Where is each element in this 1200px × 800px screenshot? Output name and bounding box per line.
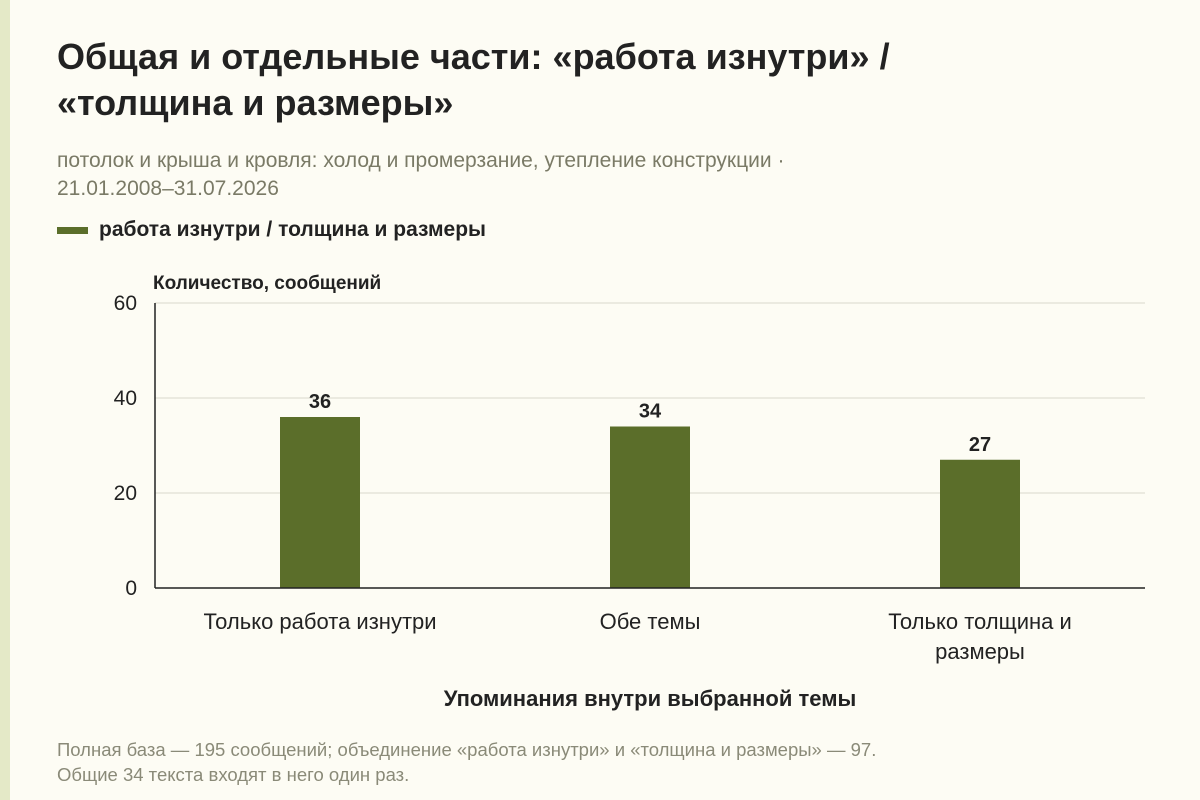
footnote-line-2: Общие 34 текста входят в него один раз. xyxy=(57,764,410,785)
bar-value-label: 27 xyxy=(969,434,991,456)
chart-subtitle-line-2: 21.01.2008–31.07.2026 xyxy=(57,177,279,200)
bar-value-label: 34 xyxy=(639,401,662,423)
chart-title: Общая и отдельные части: «работа изнутри… xyxy=(57,34,1157,126)
footnote-line-1: Полная база — 195 сообщений; объединение… xyxy=(57,739,877,760)
chart-title-line-2: «толщина и размеры» xyxy=(57,82,454,123)
x-category-label: размеры xyxy=(935,639,1025,664)
bar xyxy=(940,459,1020,588)
legend: работа изнутри / толщина и размеры xyxy=(57,218,486,242)
x-category-label: Обе темы xyxy=(600,609,701,634)
footnote: Полная база — 195 сообщений; объединение… xyxy=(57,737,1157,787)
chart-subtitle: потолок и крыша и кровля: холод и промер… xyxy=(57,147,1157,203)
legend-label: работа изнутри / толщина и размеры xyxy=(99,218,486,241)
left-accent-strip xyxy=(0,0,10,800)
bar xyxy=(610,426,690,588)
x-category-label: Только работа изнутри xyxy=(203,609,436,634)
x-category-label: Только толщина и xyxy=(888,609,1072,634)
chart-subtitle-line-1: потолок и крыша и кровля: холод и промер… xyxy=(57,149,785,172)
x-axis-title: Упоминания внутри выбранной темы xyxy=(443,686,857,711)
y-tick-label: 20 xyxy=(114,482,137,505)
legend-swatch xyxy=(57,226,88,234)
y-axis-label: Количество, сообщений xyxy=(153,273,382,294)
y-tick-label: 0 xyxy=(125,577,137,600)
bar-value-label: 36 xyxy=(309,391,331,413)
chart-title-line-1: Общая и отдельные части: «работа изнутри… xyxy=(57,36,890,77)
bar xyxy=(280,417,360,588)
y-tick-label: 60 xyxy=(114,292,137,315)
y-tick-label: 40 xyxy=(114,387,137,410)
